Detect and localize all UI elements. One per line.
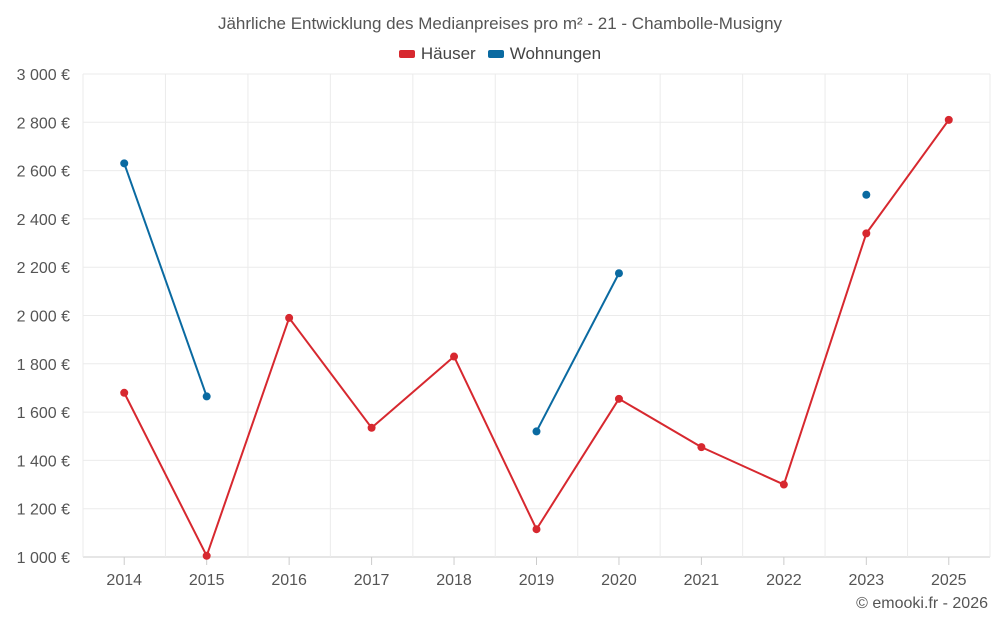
data-point-wohnungen — [532, 427, 541, 436]
y-tick-label: 1 000 € — [17, 550, 70, 567]
x-tick-label: 2015 — [189, 572, 225, 589]
x-tick-label: 2021 — [684, 572, 720, 589]
data-point-hauser — [120, 388, 129, 397]
data-point-hauser — [614, 394, 623, 403]
y-tick-label: 1 400 € — [17, 453, 70, 470]
data-point-hauser — [697, 443, 706, 452]
credit-text: © emooki.fr - 2026 — [856, 595, 988, 612]
y-tick-label: 2 600 € — [17, 164, 70, 181]
x-tick-label: 2019 — [519, 572, 555, 589]
x-tick-label: 2017 — [354, 572, 390, 589]
x-tick-label: 2022 — [766, 572, 802, 589]
data-point-hauser — [450, 352, 459, 361]
x-tick-label: 2018 — [436, 572, 472, 589]
legend-item-wohnungen[interactable]: Wohnungen — [487, 44, 602, 64]
data-point-hauser — [944, 115, 953, 124]
legend-label-hauser: Häuser — [420, 44, 476, 63]
y-tick-label: 1 800 € — [17, 357, 70, 374]
legend: Häuser Wohnungen — [0, 44, 1000, 64]
data-point-wohnungen — [614, 269, 623, 278]
y-tick-label: 1 200 € — [17, 502, 70, 519]
data-point-wohnungen — [862, 190, 871, 199]
y-tick-label: 2 800 € — [17, 115, 70, 132]
x-tick-label: 2025 — [931, 572, 967, 589]
x-tick-label: 2023 — [849, 572, 885, 589]
legend-label-wohnungen: Wohnungen — [509, 44, 602, 63]
chart-title: Jährliche Entwicklung des Medianpreises … — [217, 14, 783, 33]
data-point-hauser — [367, 423, 376, 432]
legend-item-hauser[interactable]: Häuser — [398, 44, 476, 64]
data-point-hauser — [285, 313, 294, 322]
data-point-wohnungen — [120, 159, 129, 168]
data-point-hauser — [779, 480, 788, 489]
y-tick-label: 2 000 € — [17, 309, 70, 326]
y-tick-label: 2 200 € — [17, 260, 70, 277]
legend-swatch-hauser — [398, 50, 415, 58]
series-line-wohnungen — [535, 272, 620, 432]
y-tick-label: 2 400 € — [17, 212, 70, 229]
x-tick-label: 2020 — [601, 572, 637, 589]
data-point-hauser — [862, 229, 871, 238]
x-tick-label: 2016 — [271, 572, 307, 589]
data-point-wohnungen — [202, 392, 211, 401]
data-point-hauser — [532, 525, 541, 534]
data-point-hauser — [202, 551, 211, 560]
y-tick-label: 3 000 € — [17, 67, 70, 84]
series-line-wohnungen — [123, 163, 208, 397]
legend-swatch-wohnungen — [487, 50, 504, 58]
y-tick-label: 1 600 € — [17, 405, 70, 422]
x-tick-label: 2014 — [106, 572, 142, 589]
